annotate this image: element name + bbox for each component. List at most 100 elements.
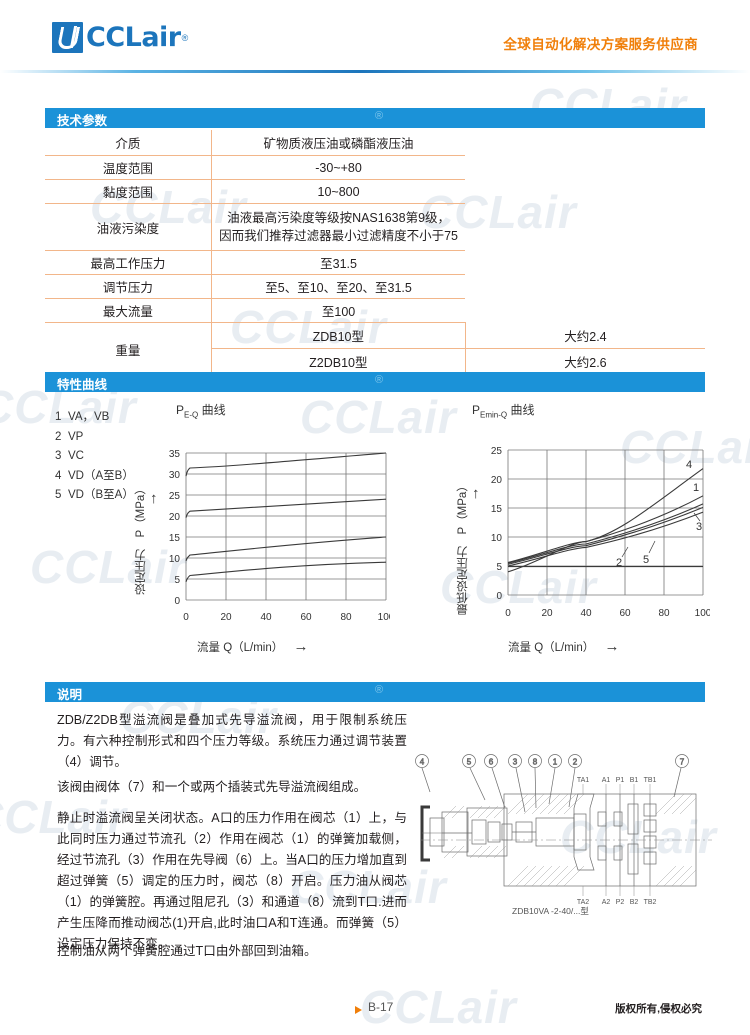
x-tick-label: 20 bbox=[220, 612, 232, 623]
port-label-tb1: TB1 bbox=[644, 777, 657, 784]
x-axis-arrow-icon: → bbox=[293, 638, 309, 655]
registered-icon: ® bbox=[375, 684, 384, 696]
spec-value-line1: 油液最高污染度等级按NAS1638第9级， bbox=[227, 211, 451, 225]
series-line bbox=[185, 536, 387, 562]
table-row: 重量 ZDB10型 大约2.4 bbox=[45, 322, 705, 376]
y-tick-label: 30 bbox=[169, 470, 181, 481]
section-header-curves: 特性曲线 ® bbox=[45, 372, 705, 392]
chart-series bbox=[507, 468, 704, 573]
legend-number: 1 bbox=[55, 411, 62, 423]
callout-8: 8 bbox=[533, 758, 538, 767]
x-axis-text: 流量 Q（L/min） bbox=[508, 642, 595, 654]
list-item: 5 VD（B至A） bbox=[55, 486, 134, 506]
spec-label: 最高工作压力 bbox=[45, 250, 212, 276]
registered-icon: ® bbox=[375, 374, 384, 386]
legend-label: VA，VB bbox=[68, 411, 110, 423]
x-tick-label: 100 bbox=[695, 608, 710, 619]
watermark: CCLair bbox=[0, 791, 127, 843]
watermark: CCLair bbox=[360, 981, 517, 1033]
port-label-ta1: TA1 bbox=[577, 777, 589, 784]
list-item: 3 VC bbox=[55, 447, 134, 467]
description-paragraph-3: 静止时溢流阀呈关闭状态。A口的压力作用在阀芯（1）上，与此同时压力通过节流孔（2… bbox=[57, 811, 407, 951]
legend-number: 3 bbox=[55, 450, 62, 462]
watermark: CCLair bbox=[620, 421, 750, 473]
chart-title-tail: 曲线 bbox=[510, 403, 535, 417]
table-row: 温度范围 -30~+80 bbox=[45, 155, 705, 180]
x-axis-arrow-icon: → bbox=[604, 638, 620, 655]
y-tick-label: 25 bbox=[169, 491, 181, 502]
chart-title-left: PE-Q 曲线 bbox=[176, 401, 226, 419]
y-tick-label: 5 bbox=[496, 562, 502, 573]
spec-value-line2: 因而我们推荐过滤器最小过滤精度不小于75 bbox=[219, 229, 458, 244]
callout-group: 4 5 6 3 8 1 2 7 bbox=[415, 754, 689, 813]
spec-value: 大约2.4 bbox=[465, 322, 705, 350]
callout-6: 6 bbox=[489, 758, 494, 767]
series-line bbox=[185, 561, 387, 583]
page-marker-icon bbox=[355, 1006, 362, 1014]
header-divider bbox=[0, 70, 750, 73]
table-row: 黏度范围 10~800 bbox=[45, 179, 705, 204]
chart-y-axis-label-right: 最低设定压力 P（MPa） bbox=[455, 475, 471, 615]
y-axis-arrow-icon: ↑ bbox=[150, 490, 158, 507]
specs-table: 介质 矿物质液压油或磷酯液压油 温度范围 -30~+80 黏度范围 10~800… bbox=[45, 130, 705, 377]
chart-title-sub: E-Q bbox=[184, 410, 199, 420]
section-header-specs: 技术参数 ® bbox=[45, 108, 705, 128]
brand-name: CCLair bbox=[86, 22, 181, 53]
x-tick-label: 60 bbox=[300, 612, 312, 623]
chart-x-axis-label-left: 流量 Q（L/min） → bbox=[197, 638, 308, 655]
watermark: CCLair bbox=[290, 861, 447, 913]
spec-label-weight: 重量 bbox=[45, 322, 212, 376]
y-tick-label: 15 bbox=[491, 504, 503, 515]
table-row: 油液污染度 油液最高污染度等级按NAS1638第9级， 因而我们推荐过滤器最小过… bbox=[45, 203, 705, 252]
spec-value: 至31.5 bbox=[211, 250, 466, 276]
spec-label: 黏度范围 bbox=[45, 179, 212, 204]
port-label-ta2: TA2 bbox=[577, 899, 589, 906]
list-item: 1 VA，VB bbox=[55, 408, 134, 428]
page-number: B-17 bbox=[368, 1000, 394, 1014]
series-annotation: 2 bbox=[616, 557, 622, 569]
x-tick-label: 80 bbox=[658, 608, 670, 619]
table-row: 介质 矿物质液压油或磷酯液压油 bbox=[45, 130, 705, 156]
y-tick-label: 10 bbox=[169, 554, 181, 565]
series-line-5 bbox=[507, 506, 704, 565]
spec-label: 调节压力 bbox=[45, 274, 212, 300]
registered-icon: ® bbox=[181, 32, 189, 43]
y-tick-label: 0 bbox=[496, 591, 502, 602]
list-item: 4 VD（A至B） bbox=[55, 467, 134, 487]
logo-mark-icon bbox=[52, 22, 83, 53]
port-label-p2: P2 bbox=[616, 899, 625, 906]
description-paragraph-1: ZDB/Z2DB型溢流阀是叠加式先导溢流阀，用于限制系统压力。有六种控制形式和四… bbox=[57, 713, 407, 769]
chart-title-main: P bbox=[472, 403, 481, 417]
x-tick-label: 60 bbox=[619, 608, 631, 619]
y-axis-arrow-icon: ↑ bbox=[472, 485, 480, 502]
series-line-2 bbox=[507, 503, 704, 564]
chart-title-tail: 曲线 bbox=[201, 403, 226, 417]
chart-series bbox=[185, 452, 387, 583]
port-label-a2: A2 bbox=[602, 899, 611, 906]
series-annotation: 3 bbox=[696, 521, 702, 533]
series-line bbox=[185, 452, 387, 477]
registered-icon: ® bbox=[375, 110, 384, 122]
section-title-curves: 特性曲线 bbox=[57, 378, 108, 392]
legend-label: VD（A至B） bbox=[68, 469, 134, 482]
callout-1: 1 bbox=[553, 758, 558, 767]
x-tick-label: 40 bbox=[260, 612, 272, 623]
spec-label: 介质 bbox=[45, 130, 212, 156]
series-annotation: 4 bbox=[686, 459, 692, 471]
x-tick-label: 40 bbox=[580, 608, 592, 619]
spec-value: 10~800 bbox=[211, 179, 466, 204]
legend-number: 5 bbox=[55, 489, 62, 501]
x-tick-label: 20 bbox=[541, 608, 553, 619]
chart-x-axis-label-right: 流量 Q（L/min） → bbox=[508, 638, 619, 655]
page-header: CCLair ® 全球自动化解决方案服务供应商 bbox=[0, 0, 750, 78]
callout-4: 4 bbox=[420, 758, 425, 767]
y-tick-label: 20 bbox=[169, 512, 181, 523]
series-annotation: 5 bbox=[643, 554, 649, 566]
chart-grid bbox=[185, 452, 387, 601]
spec-value: 矿物质液压油或磷酯液压油 bbox=[211, 130, 466, 156]
drawing-caption: ZDB10VA -2-40/...型 bbox=[512, 906, 589, 916]
port-label-tb2: TB2 bbox=[644, 899, 657, 906]
x-axis-text: 流量 Q（L/min） bbox=[197, 642, 284, 654]
section-hatching bbox=[443, 793, 697, 887]
watermark: CCLair bbox=[300, 391, 457, 443]
